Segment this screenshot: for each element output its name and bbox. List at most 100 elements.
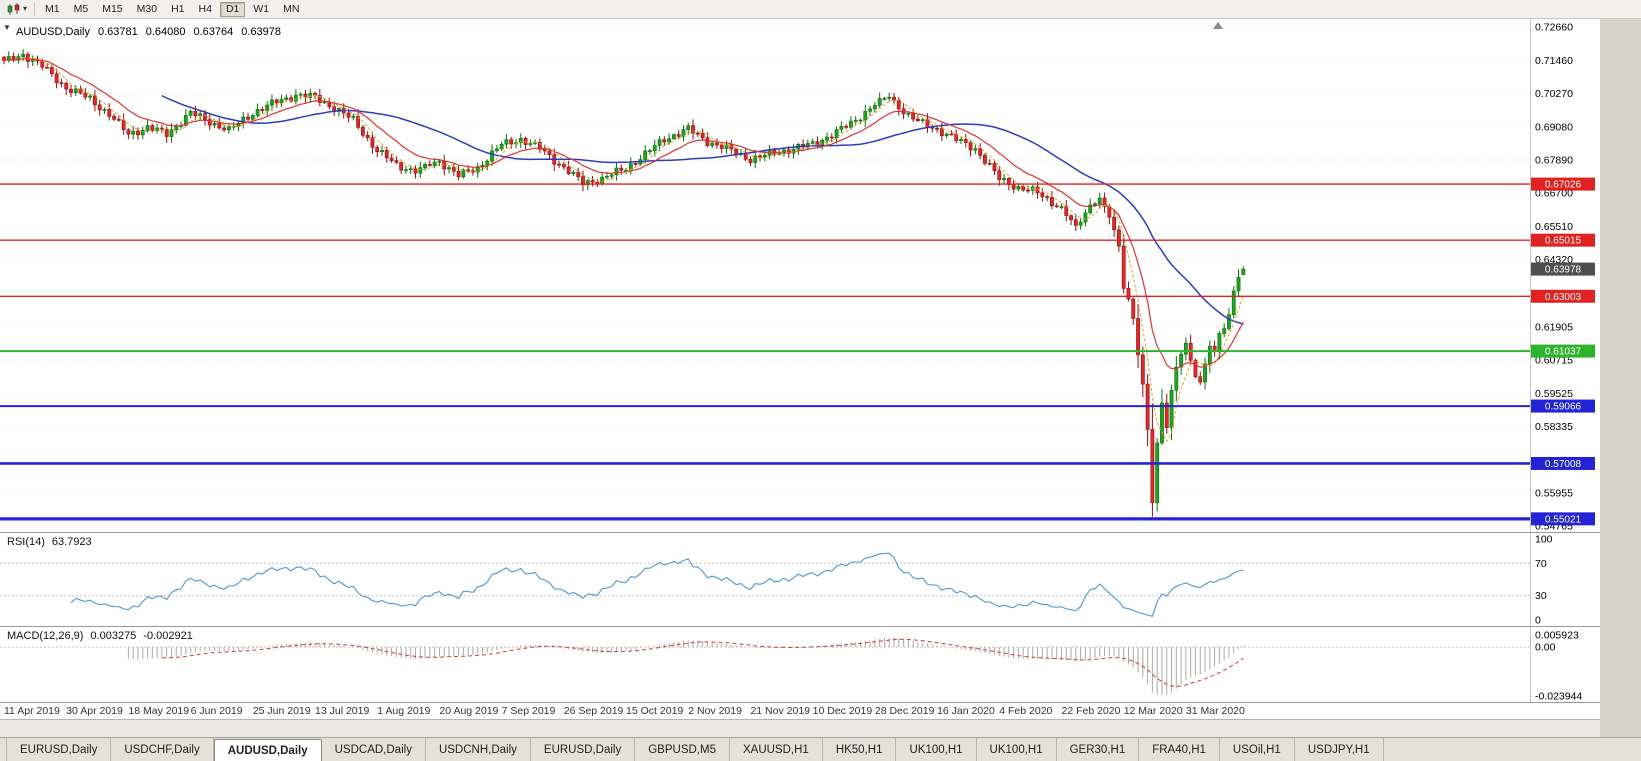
macd-main-value: 0.003275 xyxy=(90,630,137,642)
level-price-label: 0.63003 xyxy=(1545,292,1582,303)
price-tick-label: 0.65510 xyxy=(1535,221,1573,233)
rsi-title: RSI(14) xyxy=(7,536,45,548)
pane-splitter[interactable] xyxy=(0,702,1600,703)
price-tick-label: 0.66700 xyxy=(1535,188,1573,200)
moving-average-lines xyxy=(3,57,1244,443)
timeframe-button-w1[interactable]: W1 xyxy=(247,2,275,17)
macd-histogram xyxy=(127,637,1244,696)
price-tick-label: 0.54765 xyxy=(1535,521,1573,533)
current-price-label: 0.63978 xyxy=(1545,265,1582,276)
pane-splitter[interactable] xyxy=(0,532,1600,533)
dropdown-caret-icon: ▾ xyxy=(23,4,28,13)
date-axis-label: 30 Apr 2019 xyxy=(66,705,123,717)
timeframe-button-d1[interactable]: D1 xyxy=(219,1,246,17)
level-price-label: 0.67026 xyxy=(1545,180,1582,191)
chart-tab-usdcnh-daily[interactable]: USDCNH,Daily xyxy=(426,738,531,761)
rsi-pane[interactable]: 100 70 30 0 xyxy=(0,533,1600,626)
chart-shift-marker[interactable] xyxy=(1213,22,1223,29)
ohlc-open-value: 0.63781 xyxy=(97,26,138,38)
chart-type-dropdown-button[interactable]: ▾ xyxy=(4,2,30,17)
macd-indicator-label: MACD(12,26,9) 0.003275 -0.002921 xyxy=(7,630,193,642)
candles xyxy=(2,49,1246,517)
chart-tab-usdcad-daily[interactable]: USDCAD,Daily xyxy=(322,738,426,761)
timeframe-button-m15[interactable]: M15 xyxy=(96,2,128,17)
price-tick-label: 0.58335 xyxy=(1535,421,1573,433)
date-axis-label: 22 Feb 2020 xyxy=(1061,705,1120,717)
timeframe-button-m30[interactable]: M30 xyxy=(131,2,163,17)
chart-tab-hk50-h1[interactable]: HK50,H1 xyxy=(823,738,897,761)
macd-signal-value: -0.002921 xyxy=(143,630,193,642)
chart-tab-fra40-h1[interactable]: FRA40,H1 xyxy=(1139,738,1220,761)
macd-tick-label: 0.005923 xyxy=(1535,630,1579,642)
chart-tab-ger30-h1[interactable]: GER30,H1 xyxy=(1057,738,1140,761)
ohlc-low-value: 0.63764 xyxy=(193,26,234,38)
main-price-chart[interactable]: 0.72660 0.71460 0.70270 0.69080 0.67890 0.667… xyxy=(0,19,1600,532)
timeframe-button-h4[interactable]: H4 xyxy=(193,2,218,17)
chart-tab-audusd-daily[interactable]: AUDUSD,Daily xyxy=(213,739,322,761)
chart-ohlc-readout: AUDUSD,Daily 0.63781 0.64080 0.63764 0.6… xyxy=(16,26,281,38)
level-price-label: 0.55021 xyxy=(1545,514,1582,525)
date-axis-label: 1 Aug 2019 xyxy=(377,705,430,717)
price-tick-label: 0.59525 xyxy=(1535,388,1573,400)
chart-tab-usoil-h1[interactable]: USOil,H1 xyxy=(1220,738,1295,761)
price-tick-label: 0.69080 xyxy=(1535,121,1573,133)
macd-title: MACD(12,26,9) xyxy=(7,630,84,642)
chart-tab-xauusd-h1[interactable]: XAUUSD,H1 xyxy=(730,738,823,761)
timeframe-button-mn[interactable]: MN xyxy=(277,2,305,17)
date-axis-label: 6 Jun 2019 xyxy=(191,705,243,717)
rsi-indicator-label: RSI(14) 63.7923 xyxy=(7,536,92,548)
candlestick-chart-icon xyxy=(7,2,20,15)
date-axis-label: 18 May 2019 xyxy=(128,705,189,717)
time-axis[interactable]: 11 Apr 2019 30 Apr 2019 18 May 2019 6 Jun 2… xyxy=(0,703,1600,719)
date-axis-label: 28 Dec 2019 xyxy=(875,705,935,717)
timeframe-button-m1[interactable]: M1 xyxy=(39,2,66,17)
price-gridlines xyxy=(0,26,1530,527)
price-tick-label: 0.61905 xyxy=(1535,321,1573,333)
timeframe-button-m5[interactable]: M5 xyxy=(68,2,95,17)
date-axis-label: 12 Mar 2020 xyxy=(1124,705,1183,717)
chart-tab-usdjpy-h1[interactable]: USDJPY,H1 xyxy=(1295,738,1384,761)
rsi-tick-label: 70 xyxy=(1535,558,1547,570)
date-axis-label: 11 Apr 2019 xyxy=(4,705,60,717)
price-tick-label: 0.55955 xyxy=(1535,487,1573,499)
date-axis-label: 20 Aug 2019 xyxy=(439,705,498,717)
level-price-label: 0.57008 xyxy=(1545,459,1582,470)
date-axis-label: 15 Oct 2019 xyxy=(626,705,683,717)
pane-splitter[interactable] xyxy=(0,626,1600,627)
toolbar-separator xyxy=(34,2,36,16)
date-axis-label: 26 Sep 2019 xyxy=(564,705,624,717)
timeframe-button-group: M1 M5 M15 M30 H1 H4 D1 W1 MN xyxy=(39,1,305,17)
one-click-trading-toggle[interactable]: ▼ xyxy=(3,23,11,32)
window-bottom-gutter xyxy=(0,719,1600,737)
chart-tab-bar: EURUSD,Daily USDCHF,Daily AUDUSD,Daily USDC… xyxy=(0,737,1641,761)
window-right-gutter xyxy=(1600,19,1641,761)
date-axis-label: 7 Sep 2019 xyxy=(502,705,556,717)
chart-tab-usdchf-daily[interactable]: USDCHF,Daily xyxy=(111,738,214,761)
rsi-tick-label: 100 xyxy=(1535,534,1553,546)
macd-tick-label: 0.00 xyxy=(1535,642,1556,654)
chart-tab-eurusd-daily[interactable]: EURUSD,Daily xyxy=(531,738,636,761)
support-resistance-levels: 0.67026 0.65015 0.63003 0.61037 0.59066 0.570… xyxy=(0,177,1595,526)
macd-tick-label: -0.023944 xyxy=(1535,691,1582,703)
price-tick-label: 0.72660 xyxy=(1535,22,1573,34)
macd-signal-line xyxy=(161,638,1244,688)
price-tick-label: 0.71460 xyxy=(1535,55,1573,67)
date-axis-label: 13 Jul 2019 xyxy=(315,705,369,717)
date-axis-label: 31 Mar 2020 xyxy=(1186,705,1245,717)
chart-tab-gbpusd-m5[interactable]: GBPUSD,M5 xyxy=(635,738,730,761)
date-axis-label: 25 Jun 2019 xyxy=(253,705,311,717)
price-axis: 0.72660 0.71460 0.70270 0.69080 0.67890 0.667… xyxy=(1535,22,1573,533)
ohlc-close-value: 0.63978 xyxy=(241,26,282,38)
date-axis-label: 16 Jan 2020 xyxy=(937,705,995,717)
date-axis-label: 21 Nov 2019 xyxy=(750,705,810,717)
level-price-label: 0.61037 xyxy=(1545,347,1582,358)
ohlc-high-value: 0.64080 xyxy=(145,26,186,38)
timeframe-button-h1[interactable]: H1 xyxy=(165,2,190,17)
top-toolbar: ▾ M1 M5 M15 M30 H1 H4 D1 W1 MN xyxy=(0,0,1641,19)
rsi-value: 63.7923 xyxy=(51,536,92,548)
chart-tab-uk100-h1[interactable]: UK100,H1 xyxy=(977,738,1057,761)
level-price-label: 0.65015 xyxy=(1545,236,1582,247)
chart-tab-uk100-h1[interactable]: UK100,H1 xyxy=(896,738,977,761)
chart-tab-eurusd-daily[interactable]: EURUSD,Daily xyxy=(6,738,112,761)
